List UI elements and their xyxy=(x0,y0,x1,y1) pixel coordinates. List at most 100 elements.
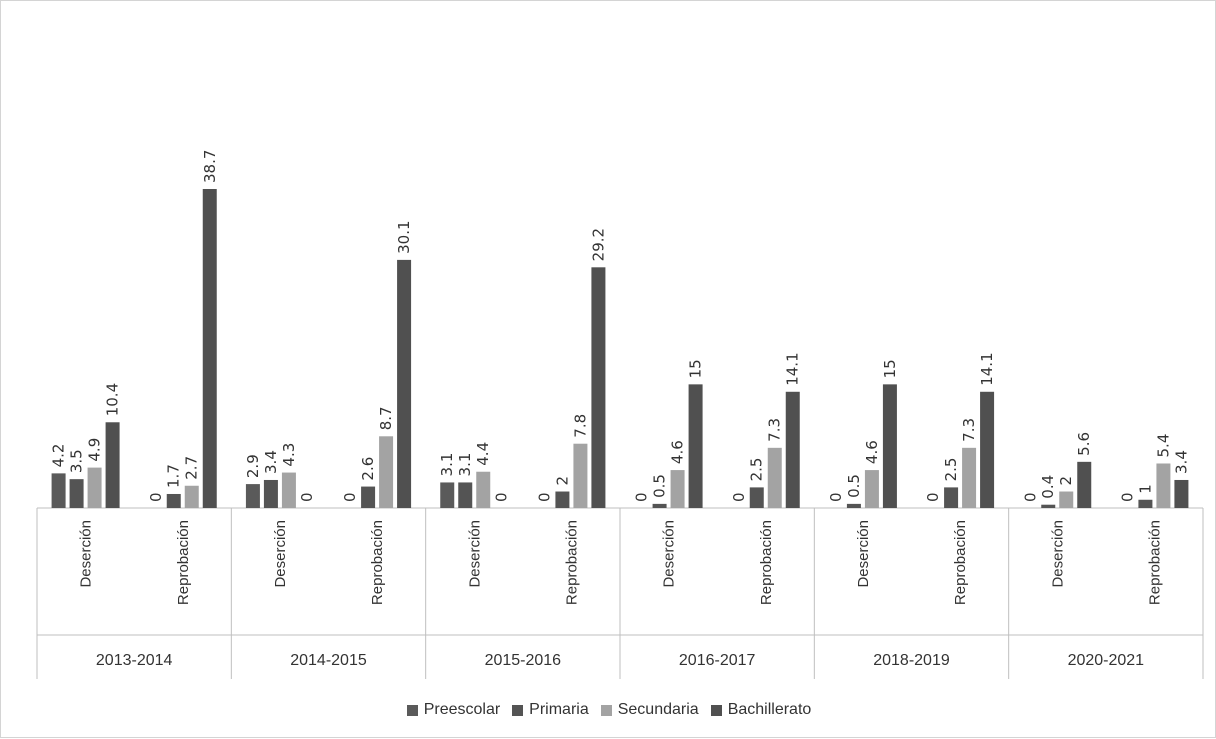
data-label: 7.3 xyxy=(766,418,784,442)
bar-primaria-2016-2017-reprobación xyxy=(749,487,764,508)
bar-bachillerato-2020-2021-deserción xyxy=(1077,461,1092,508)
legend-item-primaria: Primaria xyxy=(512,701,589,719)
data-label: 0.4 xyxy=(1039,475,1057,499)
data-label: 0 xyxy=(535,492,553,502)
data-label: 8.7 xyxy=(377,406,395,430)
data-label: 2.9 xyxy=(244,454,262,478)
category-label: Deserción xyxy=(78,520,95,588)
data-label: 0 xyxy=(730,492,748,502)
data-label: 7.3 xyxy=(960,418,978,442)
category-label: Deserción xyxy=(661,520,678,588)
data-label: 5.4 xyxy=(1154,434,1172,458)
category-label: Reprobación xyxy=(952,520,969,605)
bar-secundaria-2016-2017-reprobación xyxy=(767,447,782,508)
legend-swatch xyxy=(710,704,722,716)
legend-swatch xyxy=(406,704,418,716)
legend-swatch xyxy=(600,704,612,716)
data-label: 0 xyxy=(633,492,651,502)
data-label: 3.5 xyxy=(68,449,86,473)
legend-label: Primaria xyxy=(529,701,589,718)
data-label: 3.1 xyxy=(456,453,474,477)
bar-preescolar-2013-2014-deserción xyxy=(51,473,66,508)
data-label: 10.4 xyxy=(104,383,122,416)
data-label: 15 xyxy=(687,359,705,378)
bar-bachillerato-2013-2014-reprobación xyxy=(202,189,217,508)
data-label: 7.8 xyxy=(571,414,589,438)
data-label: 4.4 xyxy=(474,442,492,466)
bar-bachillerato-2020-2021-reprobación xyxy=(1174,479,1189,508)
legend-swatch xyxy=(512,704,524,716)
bar-secundaria-2013-2014-reprobación xyxy=(184,485,199,508)
bar-secundaria-2020-2021-reprobación xyxy=(1156,463,1171,508)
year-label: 2013-2014 xyxy=(96,652,173,669)
data-label: 15 xyxy=(881,359,899,378)
data-label: 0 xyxy=(492,492,510,502)
data-label: 0 xyxy=(147,492,165,502)
data-label: 3.4 xyxy=(262,450,280,474)
category-label: Deserción xyxy=(855,520,872,588)
bar-secundaria-2015-2016-deserción xyxy=(476,471,491,508)
data-label: 14.1 xyxy=(784,352,802,385)
bar-primaria-2013-2014-deserción xyxy=(69,479,84,508)
data-label: 2.6 xyxy=(359,457,377,481)
year-label: 2015-2016 xyxy=(485,652,562,669)
data-label: 14.1 xyxy=(978,352,996,385)
bar-secundaria-2013-2014-deserción xyxy=(87,467,102,508)
category-label: Reprobación xyxy=(563,520,580,605)
data-label: 1.7 xyxy=(165,464,183,488)
bar-bachillerato-2018-2019-deserción xyxy=(882,384,897,508)
legend-label: Secundaria xyxy=(617,701,699,718)
bar-primaria-2020-2021-reprobación xyxy=(1138,499,1153,508)
data-label: 0 xyxy=(298,492,316,502)
bar-secundaria-2016-2017-deserción xyxy=(670,470,685,508)
data-label: 29.2 xyxy=(589,228,607,261)
data-label: 4.6 xyxy=(863,440,881,464)
bar-primaria-2014-2015-reprobación xyxy=(361,486,376,508)
bar-preescolar-2014-2015-deserción xyxy=(245,484,260,508)
data-label: 5.6 xyxy=(1075,432,1093,456)
data-label: 3.1 xyxy=(438,453,456,477)
data-label: 0 xyxy=(924,492,942,502)
bar-primaria-2018-2019-reprobación xyxy=(944,487,959,508)
bar-secundaria-2018-2019-deserción xyxy=(864,470,879,508)
bar-secundaria-2018-2019-reprobación xyxy=(962,447,977,508)
category-label: Reprobación xyxy=(369,520,386,605)
bar-primaria-2018-2019-deserción xyxy=(846,503,861,508)
bar-bachillerato-2013-2014-deserción xyxy=(105,422,120,508)
data-label: 4.3 xyxy=(280,443,298,467)
data-label: 4.2 xyxy=(50,444,68,468)
legend-label: Preescolar xyxy=(423,701,501,718)
bar-secundaria-2020-2021-deserción xyxy=(1059,491,1074,508)
data-label: 0 xyxy=(827,492,845,502)
bar-primaria-2015-2016-deserción xyxy=(458,482,473,508)
category-label: Reprobación xyxy=(1146,520,1163,605)
data-label: 0 xyxy=(1118,492,1136,502)
year-label: 2018-2019 xyxy=(873,652,950,669)
data-label: 30.1 xyxy=(395,220,413,253)
data-label: 0 xyxy=(1021,492,1039,502)
bar-secundaria-2014-2015-reprobación xyxy=(379,436,394,508)
category-label: Deserción xyxy=(466,520,483,588)
legend: Preescolar Primaria Secundaria Bachillerato xyxy=(1,698,1216,722)
data-label: 2 xyxy=(553,476,571,486)
category-label: Reprobación xyxy=(758,520,775,605)
bar-primaria-2015-2016-reprobación xyxy=(555,491,570,508)
data-label: 0.5 xyxy=(651,474,669,498)
data-label: 4.6 xyxy=(669,440,687,464)
bar-primaria-2020-2021-deserción xyxy=(1041,504,1056,508)
year-label: 2014-2015 xyxy=(290,652,367,669)
bar-bachillerato-2014-2015-reprobación xyxy=(397,259,412,508)
bar-preescolar-2015-2016-deserción xyxy=(440,482,455,508)
bar-secundaria-2015-2016-reprobación xyxy=(573,443,588,508)
year-label: 2016-2017 xyxy=(679,652,756,669)
year-label: 2020-2021 xyxy=(1068,652,1145,669)
legend-item-secundaria: Secundaria xyxy=(600,701,699,719)
category-label: Deserción xyxy=(272,520,289,588)
data-label: 2.5 xyxy=(942,458,960,482)
bar-secundaria-2014-2015-deserción xyxy=(281,472,296,508)
bar-bachillerato-2015-2016-reprobación xyxy=(591,267,606,508)
bar-bachillerato-2016-2017-reprobación xyxy=(785,391,800,508)
data-label: 38.7 xyxy=(201,150,219,183)
